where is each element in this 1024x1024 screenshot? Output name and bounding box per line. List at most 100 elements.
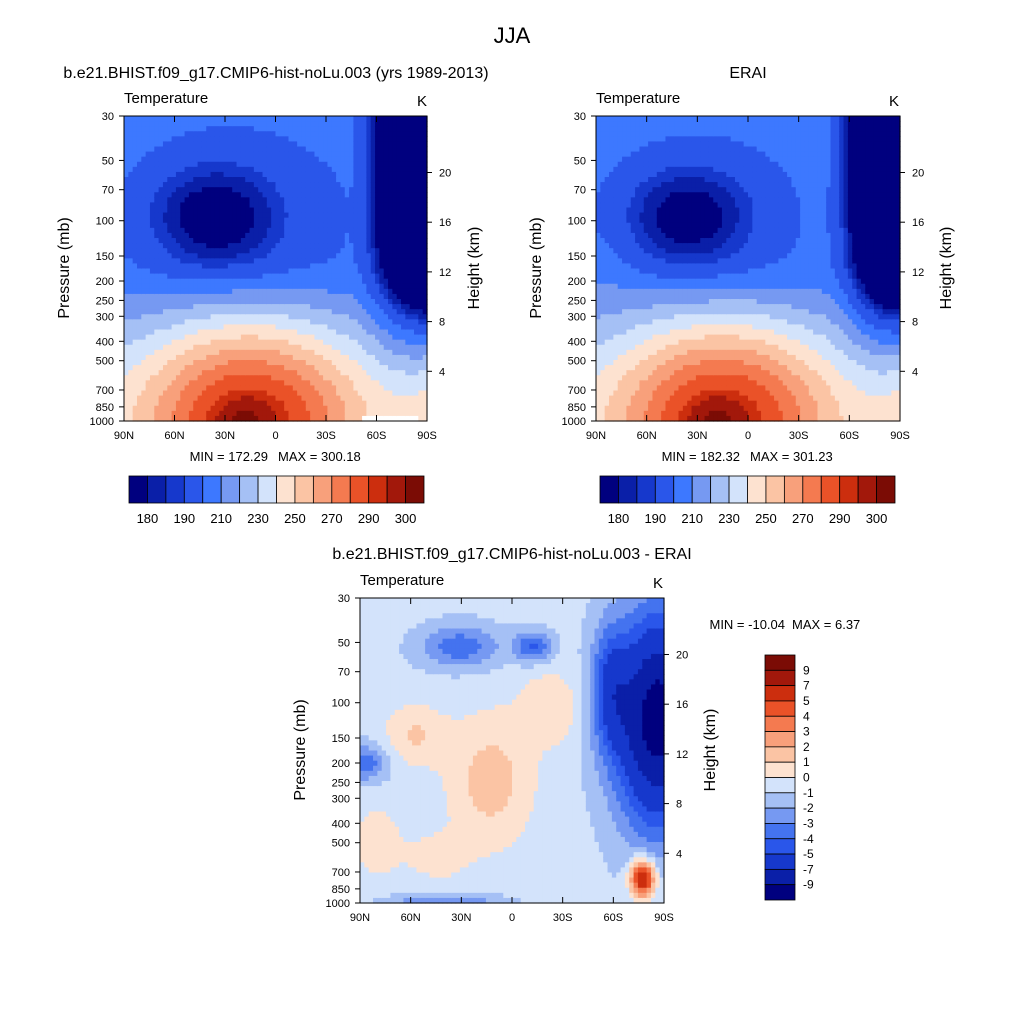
field-cell xyxy=(396,146,402,153)
field-cell xyxy=(370,380,376,387)
field-cell xyxy=(327,116,333,122)
field-cell xyxy=(340,360,346,366)
field-cell xyxy=(301,177,307,183)
field-cell xyxy=(158,390,164,397)
field-cell xyxy=(149,177,155,183)
field-cell xyxy=(301,405,307,412)
field-cell xyxy=(245,187,251,193)
field-cell xyxy=(149,146,155,153)
field-cell xyxy=(622,182,627,188)
field-cell xyxy=(600,288,606,295)
field-cell xyxy=(336,304,342,310)
figure-title: JJA xyxy=(494,23,531,48)
field-cell xyxy=(318,202,324,209)
field-cell xyxy=(175,131,181,137)
field-cell xyxy=(262,390,268,397)
field-cell xyxy=(362,217,367,224)
field-cell xyxy=(370,344,376,351)
field-cell xyxy=(288,258,294,265)
field-cell xyxy=(422,202,428,209)
field-cell xyxy=(184,126,190,132)
field-cell xyxy=(132,334,138,341)
field-cell xyxy=(357,405,363,412)
field-cell xyxy=(314,299,320,305)
panel-erai-left-label: Temperature xyxy=(596,90,680,107)
field-cell xyxy=(375,253,380,259)
field-cell xyxy=(314,375,320,381)
field-cell xyxy=(336,365,342,371)
field-cell xyxy=(249,268,255,275)
field-cell xyxy=(180,324,186,331)
field-cell xyxy=(232,339,238,346)
field-cell xyxy=(301,141,307,148)
field-cell xyxy=(262,365,268,371)
field-cell xyxy=(201,395,207,402)
field-cell xyxy=(310,410,316,417)
field-cell xyxy=(349,253,355,259)
field-cell xyxy=(314,146,320,153)
field-cell xyxy=(158,222,164,229)
field-cell xyxy=(604,390,610,397)
field-cell xyxy=(292,360,298,366)
field-cell xyxy=(162,232,168,239)
field-cell xyxy=(401,146,406,153)
field-cell xyxy=(236,370,242,376)
field-cell xyxy=(383,309,389,315)
field-cell xyxy=(639,405,645,412)
field-cell xyxy=(284,273,290,280)
field-cell xyxy=(297,314,303,320)
field-cell xyxy=(635,263,641,270)
field-cell xyxy=(253,334,259,341)
field-cell xyxy=(626,344,632,351)
colorbar-swatch xyxy=(128,475,148,504)
field-cell xyxy=(375,324,380,331)
field-cell xyxy=(193,375,199,381)
field-cell xyxy=(305,161,311,168)
field-cell xyxy=(158,334,164,341)
field-cell xyxy=(596,360,601,366)
field-cell xyxy=(409,238,415,244)
field-cell xyxy=(622,207,627,214)
field-cell xyxy=(232,349,238,356)
field-cell xyxy=(643,131,649,137)
field-cell xyxy=(149,375,155,381)
field-cell xyxy=(314,283,320,290)
field-cell xyxy=(297,344,303,351)
field-cell xyxy=(167,243,173,249)
field-cell xyxy=(162,227,168,234)
field-cell xyxy=(262,197,268,204)
field-cell xyxy=(323,405,329,412)
field-cell xyxy=(227,365,233,371)
field-cell xyxy=(418,304,424,310)
field-cell xyxy=(253,385,259,392)
field-cell xyxy=(297,136,303,143)
field-cell xyxy=(223,192,229,198)
field-cell xyxy=(331,238,337,244)
field-cell xyxy=(184,177,190,183)
field-cell xyxy=(353,375,359,381)
field-cell xyxy=(630,121,636,127)
field-cell xyxy=(240,410,246,417)
field-cell xyxy=(305,390,311,397)
field-cell xyxy=(604,131,610,137)
field-cell xyxy=(344,395,350,402)
field-cell xyxy=(249,141,255,148)
field-cell xyxy=(331,212,337,219)
field-cell xyxy=(336,248,342,254)
field-cell xyxy=(396,151,402,158)
field-cell xyxy=(232,354,238,361)
field-cell xyxy=(288,243,294,249)
field-cell xyxy=(266,283,272,290)
field-cell xyxy=(305,304,311,310)
field-cell xyxy=(275,136,281,143)
field-cell xyxy=(418,171,424,178)
field-cell xyxy=(344,329,350,336)
field-cell xyxy=(401,324,406,331)
field-cell xyxy=(366,151,372,158)
field-cell xyxy=(149,410,155,417)
field-cell xyxy=(362,227,367,234)
field-cell xyxy=(124,197,129,204)
field-cell xyxy=(301,400,307,407)
field-cell xyxy=(604,278,610,285)
field-cell xyxy=(167,273,173,280)
